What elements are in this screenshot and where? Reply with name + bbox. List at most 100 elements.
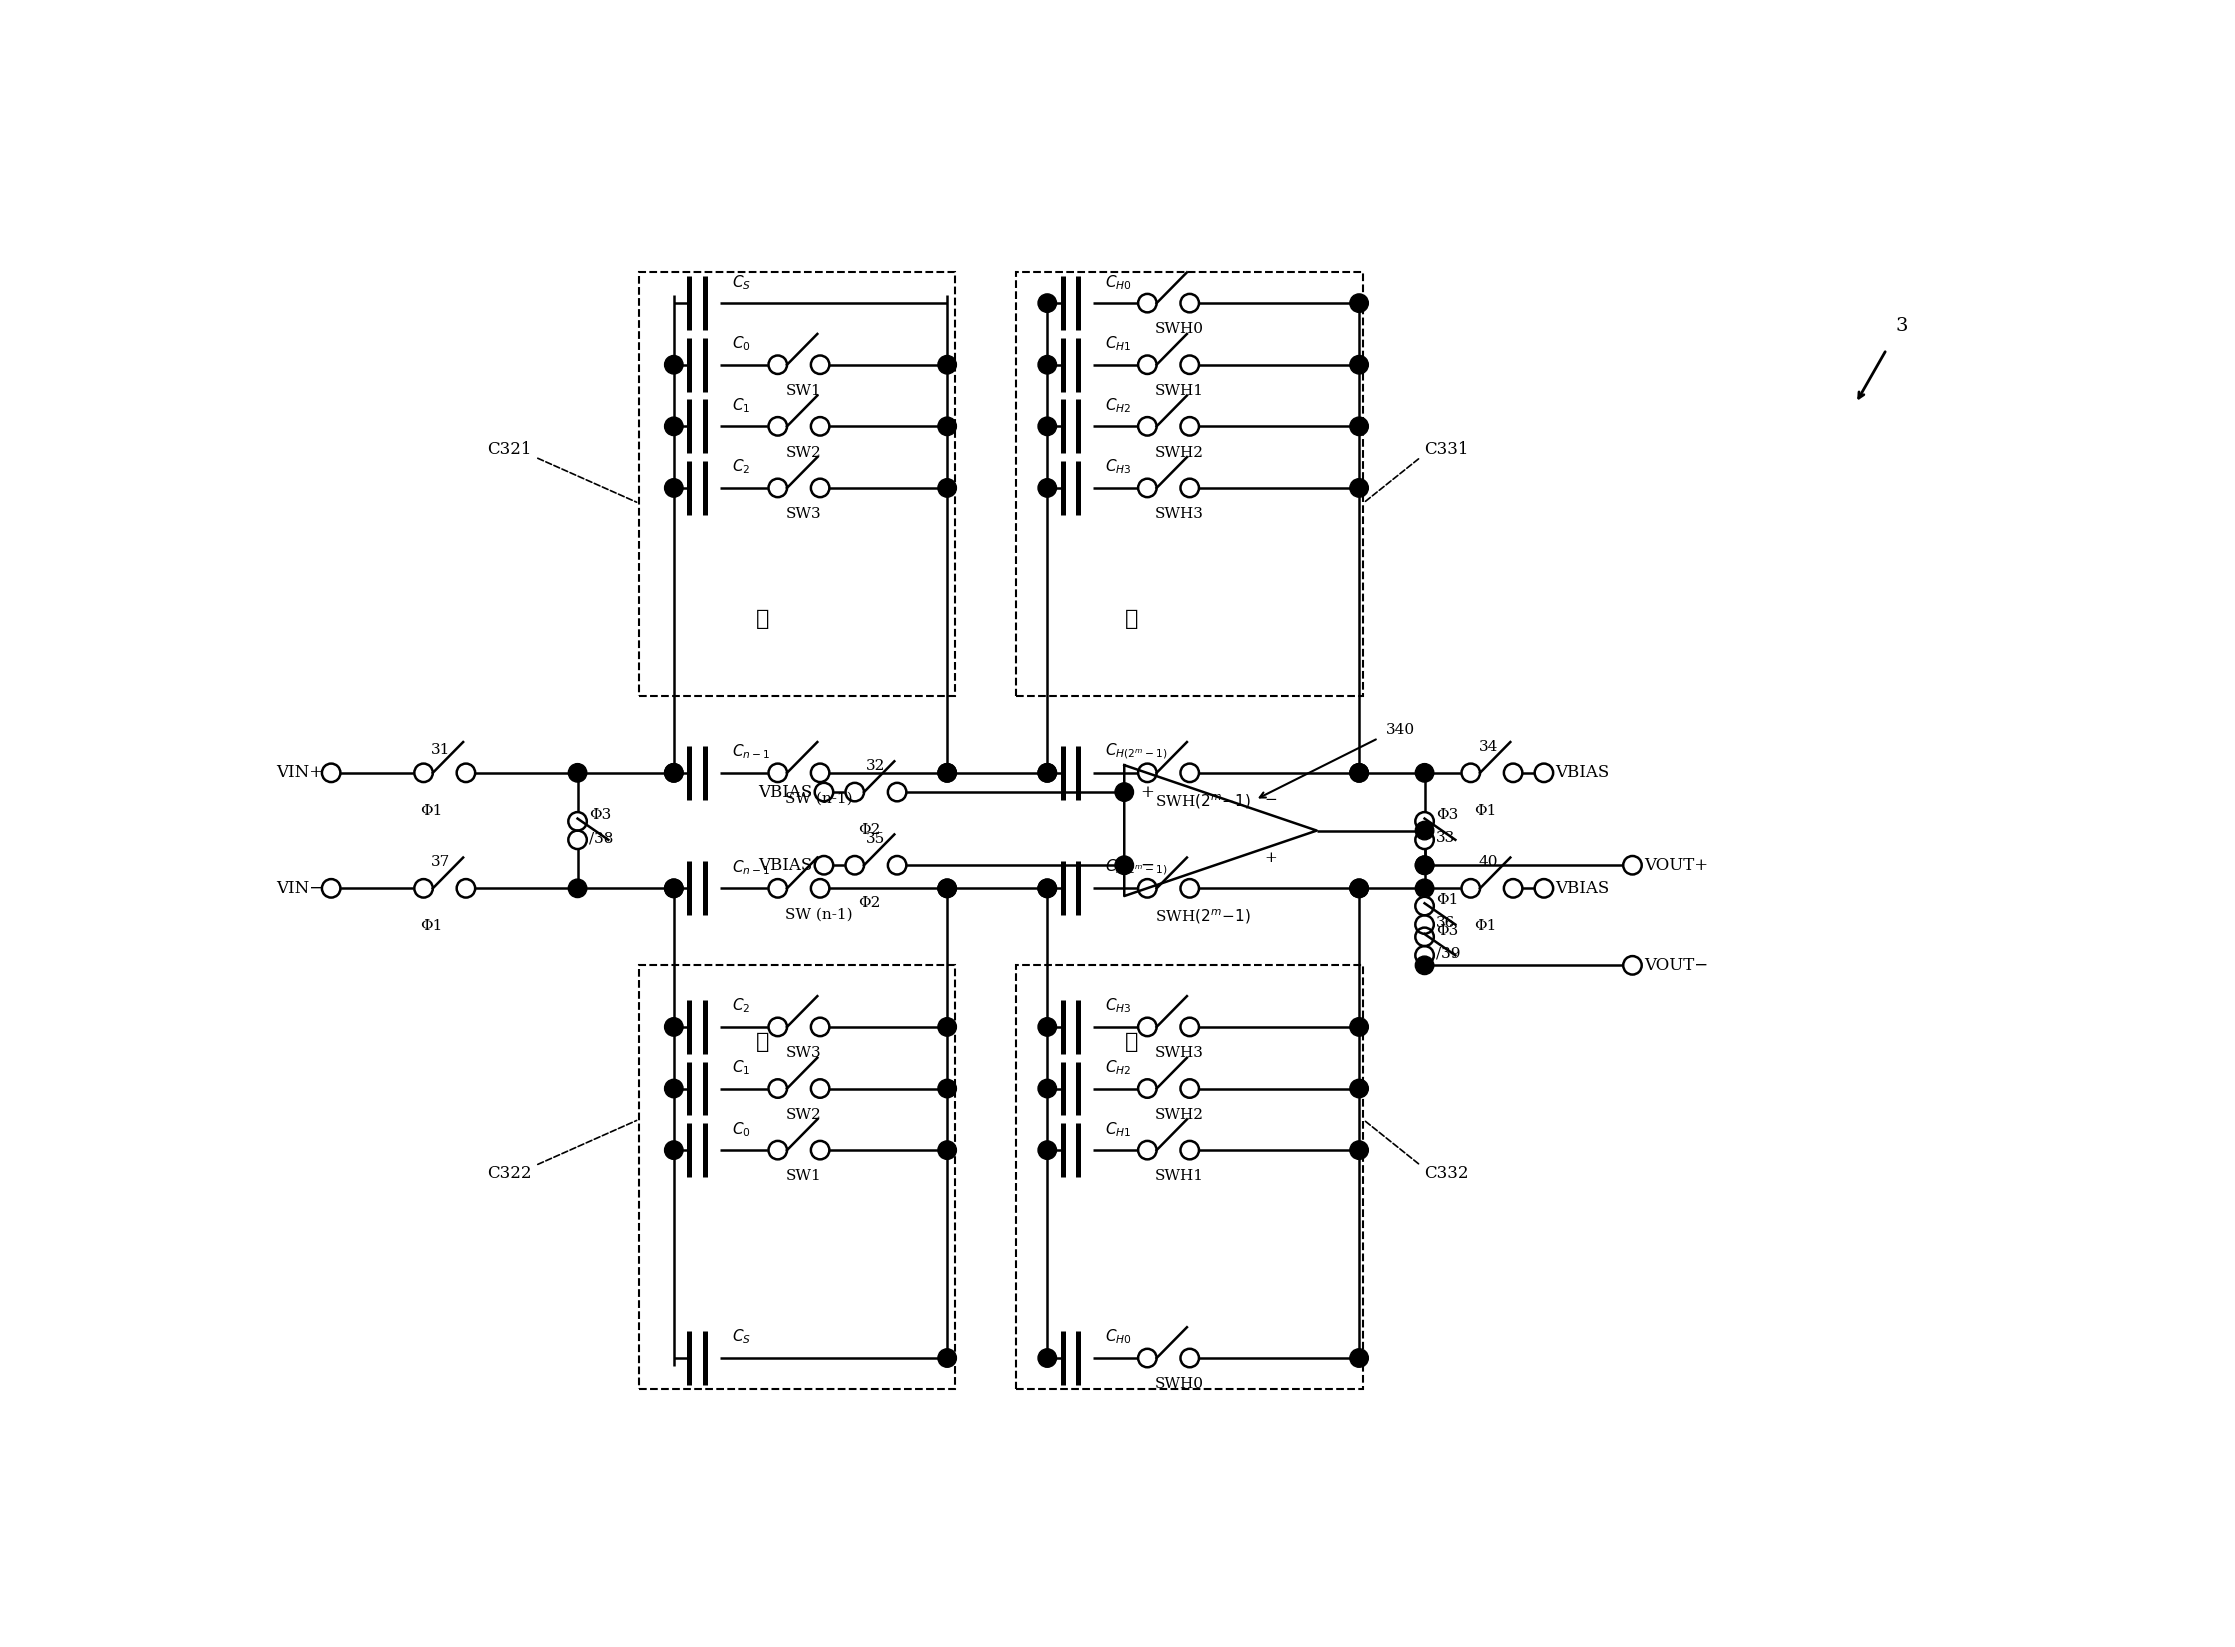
Text: 40: 40 [1480, 855, 1497, 870]
Circle shape [413, 764, 434, 782]
Circle shape [1350, 879, 1368, 898]
Circle shape [664, 356, 684, 374]
Circle shape [456, 764, 476, 782]
Text: 33: 33 [1437, 832, 1455, 845]
Circle shape [845, 782, 865, 802]
Text: Φ1: Φ1 [1475, 804, 1497, 817]
Text: SWH0: SWH0 [1155, 323, 1205, 336]
Circle shape [664, 417, 684, 435]
Circle shape [1462, 764, 1480, 782]
Text: SW3: SW3 [784, 507, 820, 520]
Circle shape [1350, 1349, 1368, 1367]
Circle shape [664, 1018, 684, 1036]
Text: $C_{H0}$: $C_{H0}$ [1104, 273, 1131, 292]
Text: C322: C322 [487, 1164, 532, 1183]
Circle shape [1037, 1141, 1057, 1159]
Circle shape [664, 479, 684, 497]
Circle shape [939, 1349, 957, 1367]
Circle shape [1037, 293, 1057, 313]
Circle shape [1115, 856, 1133, 875]
Circle shape [811, 1018, 829, 1036]
Text: $C_{n-1}$: $C_{n-1}$ [731, 858, 769, 876]
Circle shape [939, 356, 957, 374]
Circle shape [456, 879, 476, 898]
Circle shape [1415, 822, 1435, 840]
Text: /39: /39 [1437, 947, 1462, 960]
Circle shape [664, 764, 684, 782]
Text: ⋮: ⋮ [755, 608, 769, 629]
Circle shape [664, 879, 684, 898]
Circle shape [1415, 764, 1435, 782]
Circle shape [1350, 1018, 1368, 1036]
Circle shape [1138, 1018, 1155, 1036]
Circle shape [1350, 1141, 1368, 1159]
Text: $C_1$: $C_1$ [731, 1059, 751, 1077]
Circle shape [811, 479, 829, 497]
Circle shape [939, 1018, 957, 1036]
Text: $C_{H3}$: $C_{H3}$ [1104, 458, 1131, 476]
Text: ⋮: ⋮ [1124, 608, 1138, 629]
Circle shape [939, 764, 957, 782]
Circle shape [769, 879, 787, 898]
Circle shape [664, 879, 684, 898]
Circle shape [816, 856, 834, 875]
Circle shape [1350, 764, 1368, 782]
Text: $C_{H1}$: $C_{H1}$ [1104, 1120, 1131, 1138]
Text: Φ3: Φ3 [1437, 809, 1459, 822]
Circle shape [1180, 1349, 1198, 1367]
Text: ⋮: ⋮ [1124, 1031, 1138, 1054]
Circle shape [1037, 764, 1057, 782]
Text: 32: 32 [867, 759, 885, 772]
Circle shape [1138, 356, 1155, 374]
Circle shape [1180, 356, 1198, 374]
Circle shape [568, 830, 588, 850]
Circle shape [1037, 1349, 1057, 1367]
Circle shape [1138, 417, 1155, 435]
Text: $C_{H(2^m-1)}$: $C_{H(2^m-1)}$ [1104, 741, 1167, 761]
Circle shape [1350, 764, 1368, 782]
Text: VIN+: VIN+ [277, 764, 324, 781]
Circle shape [1415, 927, 1435, 945]
Text: $C_S$: $C_S$ [731, 1327, 751, 1347]
Circle shape [1138, 879, 1155, 898]
Text: SW (n-1): SW (n-1) [784, 792, 854, 805]
Circle shape [1504, 764, 1522, 782]
Circle shape [939, 1141, 957, 1159]
Text: SWH1: SWH1 [1155, 1169, 1205, 1184]
Circle shape [1415, 957, 1435, 975]
Circle shape [939, 764, 957, 782]
Circle shape [1115, 782, 1133, 802]
Text: VBIAS: VBIAS [1556, 879, 1609, 898]
Text: SW3: SW3 [784, 1046, 820, 1061]
Text: Φ3: Φ3 [1437, 924, 1459, 937]
Circle shape [1535, 764, 1553, 782]
Circle shape [1180, 1079, 1198, 1099]
Circle shape [1415, 898, 1435, 916]
Circle shape [769, 764, 787, 782]
Circle shape [1138, 764, 1155, 782]
Circle shape [811, 356, 829, 374]
Text: 3: 3 [1895, 318, 1909, 336]
Text: −: − [1265, 792, 1276, 807]
Text: SWH1: SWH1 [1155, 384, 1205, 399]
Circle shape [568, 764, 588, 782]
Bar [639, 965, 954, 1388]
Circle shape [769, 1018, 787, 1036]
Circle shape [939, 417, 957, 435]
Circle shape [1037, 879, 1057, 898]
Text: $C_2$: $C_2$ [731, 458, 751, 476]
Text: SWH0: SWH0 [1155, 1377, 1205, 1392]
Circle shape [1138, 1349, 1155, 1367]
Circle shape [1180, 1018, 1198, 1036]
Text: VOUT+: VOUT+ [1645, 856, 1708, 873]
Circle shape [664, 1079, 684, 1099]
Text: $C_{H0}$: $C_{H0}$ [1104, 1327, 1131, 1347]
Text: VOUT−: VOUT− [1645, 957, 1708, 973]
Circle shape [1504, 879, 1522, 898]
Text: +: + [1140, 784, 1153, 800]
Circle shape [939, 879, 957, 898]
Circle shape [1037, 1018, 1057, 1036]
Text: $C_{H(2^m-1)}$: $C_{H(2^m-1)}$ [1104, 856, 1167, 876]
Circle shape [1180, 293, 1198, 313]
Text: Φ1: Φ1 [420, 919, 443, 934]
